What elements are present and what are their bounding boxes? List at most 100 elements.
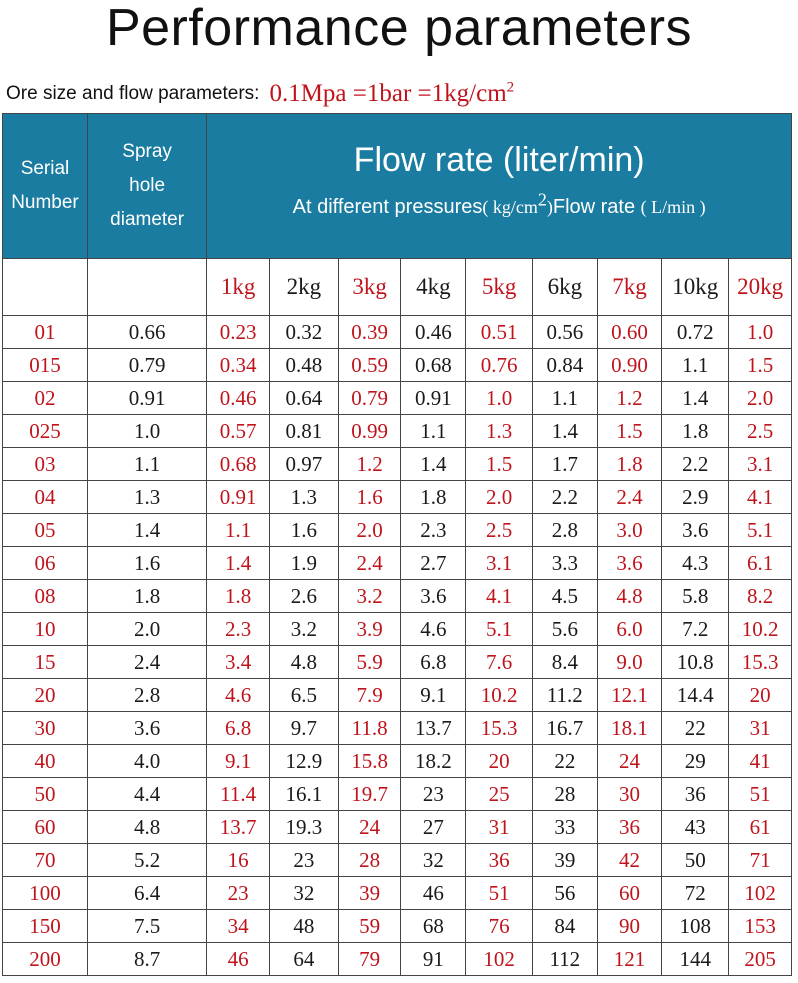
flow-value-cell: 64: [269, 942, 339, 976]
flow-value-cell: 1.1: [661, 348, 730, 382]
flow-value-cell: 2.0: [337, 513, 402, 547]
flow-value-cell: 16.1: [269, 777, 339, 811]
serial-number-cell: 15: [2, 645, 88, 679]
flow-value-cell: 15.3: [465, 711, 533, 745]
flow-value-cell: 0.48: [269, 348, 339, 382]
flow-value-cell: 0.81: [269, 414, 339, 448]
flow-value-cell: 108: [661, 909, 730, 943]
blank-cell: [2, 258, 88, 316]
flow-sub-pressures: At different pressures: [292, 196, 483, 218]
diameter-cell: 7.5: [86, 909, 208, 943]
flow-value-cell: 6.5: [269, 678, 339, 712]
flow-value-cell: 9.1: [400, 678, 467, 712]
flow-rate-subtitle: At different pressures( kg/cm2)Flow rate…: [208, 190, 791, 222]
flow-value-cell: 56: [531, 876, 598, 910]
flow-value-cell: 29: [661, 744, 730, 778]
flow-value-cell: 0.57: [206, 414, 270, 448]
flow-value-cell: 0.76: [465, 348, 533, 382]
flow-value-cell: 46: [206, 942, 270, 976]
spray-header-line-2: hole: [129, 175, 166, 196]
diameter-cell: 4.0: [86, 744, 208, 778]
diameter-cell: 2.0: [86, 612, 208, 646]
serial-number-cell: 01: [2, 315, 88, 349]
flow-value-cell: 59: [337, 909, 402, 943]
flow-value-cell: 1.4: [206, 546, 270, 580]
flow-value-cell: 18.2: [400, 744, 467, 778]
flow-value-cell: 205: [728, 942, 792, 976]
flow-value-cell: 0.39: [337, 315, 402, 349]
flow-value-cell: 153: [728, 909, 792, 943]
table-row: 025 1.0 0.57 0.81 0.99 1.1 1.3 1.4 1.5 1.8 2.5: [2, 414, 792, 448]
flow-value-cell: 19.3: [269, 810, 339, 844]
subtitle: Ore size and flow parameters: 0.1Mpa =1b…: [6, 76, 514, 112]
serial-number-cell: 60: [2, 810, 88, 844]
table-row: 02 0.91 0.46 0.64 0.79 0.91 1.0 1.1 1.2 1.4 2.0: [2, 381, 792, 415]
diameter-cell: 4.4: [86, 777, 208, 811]
flow-value-cell: 10.8: [661, 645, 730, 679]
flow-value-cell: 31: [728, 711, 792, 745]
flow-value-cell: 5.1: [465, 612, 533, 646]
flow-value-cell: 0.72: [661, 315, 730, 349]
flow-value-cell: 8.2: [728, 579, 792, 613]
table-row: 08 1.8 1.8 2.6 3.2 3.6 4.1 4.5 4.8 5.8 8.2: [2, 579, 792, 613]
flow-value-cell: 41: [728, 744, 792, 778]
flow-value-cell: 15.3: [728, 645, 792, 679]
flow-value-cell: 3.0: [596, 513, 663, 547]
flow-value-cell: 0.59: [337, 348, 402, 382]
flow-value-cell: 79: [337, 942, 402, 976]
diameter-cell: 8.7: [86, 942, 208, 976]
flow-value-cell: 10.2: [728, 612, 792, 646]
flow-value-cell: 1.8: [596, 447, 663, 481]
flow-value-cell: 9.7: [269, 711, 339, 745]
flow-value-cell: 71: [728, 843, 792, 877]
flow-value-cell: 2.5: [728, 414, 792, 448]
table-row: 04 1.3 0.91 1.3 1.6 1.8 2.0 2.2 2.4 2.9 4.1: [2, 480, 792, 514]
flow-value-cell: 19.7: [337, 777, 402, 811]
flow-value-cell: 24: [337, 810, 402, 844]
serial-number-cell: 40: [2, 744, 88, 778]
serial-header-line-2: Number: [11, 192, 79, 213]
serial-number-cell: 015: [2, 348, 88, 382]
serial-number-cell: 06: [2, 546, 88, 580]
flow-sub-unit-close: ): [546, 197, 553, 217]
flow-value-cell: 0.91: [206, 480, 270, 514]
flow-value-cell: 10.2: [465, 678, 533, 712]
table-row: 05 1.4 1.1 1.6 2.0 2.3 2.5 2.8 3.0 3.6 5.1: [2, 513, 792, 547]
serial-number-cell: 20: [2, 678, 88, 712]
flow-value-cell: 13.7: [400, 711, 467, 745]
pressure-header-cell: 20kg: [728, 258, 792, 316]
serial-number-cell: 025: [2, 414, 88, 448]
serial-number-cell: 30: [2, 711, 88, 745]
flow-value-cell: 0.79: [337, 381, 402, 415]
flow-value-cell: 1.0: [728, 315, 792, 349]
flow-value-cell: 2.0: [465, 480, 533, 514]
flow-value-cell: 2.5: [465, 513, 533, 547]
flow-value-cell: 1.1: [400, 414, 467, 448]
flow-value-cell: 5.6: [531, 612, 598, 646]
subtitle-label: Ore size and flow parameters:: [6, 83, 260, 104]
flow-value-cell: 76: [465, 909, 533, 943]
flow-value-cell: 102: [465, 942, 533, 976]
serial-number-cell: 02: [2, 381, 88, 415]
table-row: 200 8.7 46 64 79 91 102 112 121 144 205: [2, 942, 792, 976]
flow-value-cell: 2.8: [531, 513, 598, 547]
flow-value-cell: 0.68: [206, 447, 270, 481]
flow-value-cell: 20: [465, 744, 533, 778]
flow-value-cell: 90: [596, 909, 663, 943]
flow-value-cell: 1.9: [269, 546, 339, 580]
diameter-cell: 0.66: [86, 315, 208, 349]
serial-number-cell: 50: [2, 777, 88, 811]
flow-value-cell: 11.2: [531, 678, 598, 712]
flow-value-cell: 3.6: [596, 546, 663, 580]
flow-value-cell: 31: [465, 810, 533, 844]
flow-value-cell: 28: [531, 777, 598, 811]
flow-value-cell: 1.6: [269, 513, 339, 547]
flow-value-cell: 1.4: [531, 414, 598, 448]
flow-value-cell: 4.1: [728, 480, 792, 514]
flow-value-cell: 1.5: [465, 447, 533, 481]
flow-value-cell: 0.46: [206, 381, 270, 415]
flow-value-cell: 1.4: [661, 381, 730, 415]
flow-value-cell: 0.68: [400, 348, 467, 382]
table-row: 20 2.8 4.6 6.5 7.9 9.1 10.2 11.2 12.1 14.4 20: [2, 678, 792, 712]
flow-value-cell: 27: [400, 810, 467, 844]
